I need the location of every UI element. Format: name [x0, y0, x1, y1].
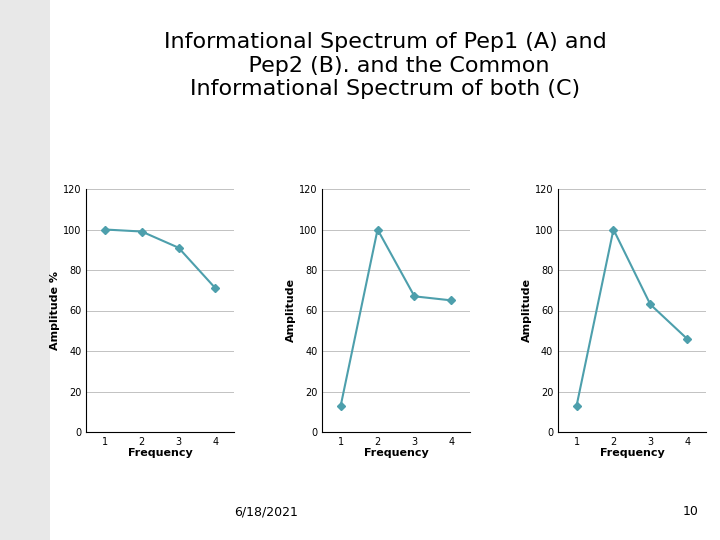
Y-axis label: Amplitude %: Amplitude %: [50, 271, 60, 350]
Y-axis label: Amplitude: Amplitude: [286, 279, 296, 342]
Y-axis label: Amplitude: Amplitude: [522, 279, 532, 342]
Text: Informational Spectrum of Pep1 (A) and
    Pep2 (B). and the Common
Informationa: Informational Spectrum of Pep1 (A) and P…: [164, 32, 606, 99]
X-axis label: Frequency: Frequency: [364, 448, 428, 458]
X-axis label: Frequency: Frequency: [127, 448, 192, 458]
Text: 6/18/2021: 6/18/2021: [235, 505, 298, 518]
Text: 10: 10: [683, 505, 698, 518]
X-axis label: Frequency: Frequency: [600, 448, 665, 458]
